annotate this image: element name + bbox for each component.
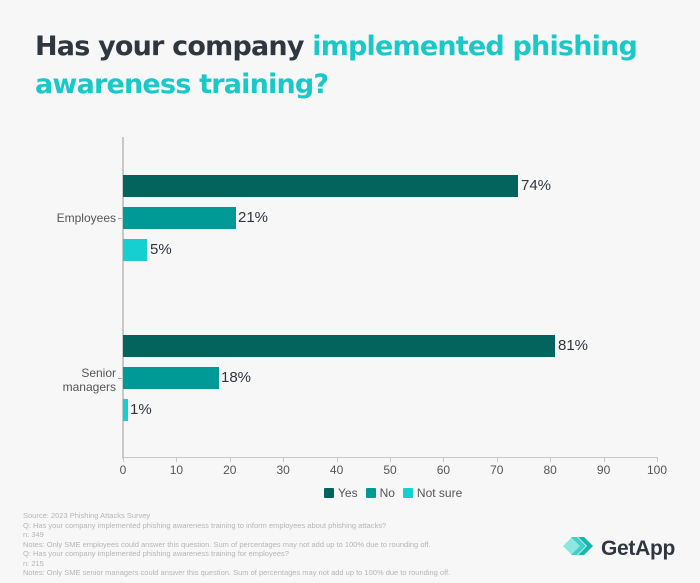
x-axis-tick-label: 20: [223, 463, 237, 477]
bar-employees-not-sure: [123, 239, 147, 261]
x-axis-tick: [657, 458, 658, 462]
legend-label-not-sure: Not sure: [416, 486, 463, 500]
x-axis-tick: [390, 458, 391, 462]
legend-item-not-sure: Not sure: [402, 486, 463, 500]
x-axis-tick: [443, 458, 445, 462]
bar-employees-no: [123, 207, 236, 229]
note-line: n: 349: [23, 530, 44, 539]
legend-label-no: No: [379, 486, 395, 500]
getapp-logo: GetApp: [563, 536, 675, 561]
x-axis-tick: [283, 458, 285, 462]
x-axis-tick-label: 30: [276, 463, 290, 477]
x-axis-tick: [496, 458, 498, 462]
x-axis-tick-label: 0: [119, 463, 127, 477]
value-label-senior-no: 18%: [221, 369, 252, 386]
x-axis-tick-label: 10: [169, 463, 184, 477]
category-tick: [118, 218, 122, 219]
legend-item-no: No: [365, 486, 395, 500]
x-axis-tick: [550, 458, 552, 462]
x-axis-tick-label: 50: [383, 463, 397, 477]
category-label-line: managers: [62, 380, 116, 394]
value-label-senior-not-sure: 1%: [130, 401, 152, 418]
note-line: Q: Has your company implemented phishing…: [23, 520, 387, 530]
x-axis-tick: [176, 458, 178, 462]
x-axis-tick-label: 90: [596, 463, 611, 477]
value-label-employees-yes: 74%: [521, 177, 552, 194]
bar-chart: 0 10 20 30 40 50 60 70 80 90 100 Employees 74% 21%…: [16, 137, 668, 500]
source-notes: Source: 2023 Phishing Attacks Survey Q: …: [23, 511, 450, 578]
note-line: Notes: Only SME senior managers could an…: [23, 568, 451, 577]
x-axis-tick: [229, 458, 231, 462]
x-axis-tick-label: 80: [543, 463, 557, 477]
category-tick: [118, 378, 122, 379]
y-axis-line: [122, 137, 124, 459]
x-axis-tick: [123, 458, 124, 462]
bar-senior-yes: [123, 335, 555, 357]
bar-senior-not-sure: [123, 399, 128, 421]
note-line: Q: Has your company implemented phishing…: [23, 549, 289, 558]
x-axis-tick-label: 60: [436, 463, 451, 477]
value-label-employees-not-sure: 5%: [150, 241, 172, 258]
value-label-employees-no: 21%: [238, 209, 269, 226]
category-label-employees: Employees: [56, 211, 116, 225]
getapp-chevrons-icon: [563, 536, 597, 561]
x-axis-tick-label: 100: [646, 463, 668, 477]
bar-employees-yes: [123, 175, 518, 197]
category-label-line: Senior: [81, 366, 116, 380]
x-axis-tick: [603, 458, 605, 462]
getapp-wordmark: GetApp: [601, 536, 676, 560]
legend-item-yes: Yes: [324, 486, 358, 500]
x-axis-tick: [336, 458, 338, 462]
chart-title: Has your company implemented phishing aw…: [35, 28, 675, 104]
chart-legend: Yes No Not sure: [324, 486, 470, 500]
legend-swatch-no: [365, 488, 376, 498]
category-label-senior-managers: Senior managers: [16, 366, 116, 394]
bar-senior-no: [123, 367, 219, 389]
x-axis-line: [122, 457, 658, 458]
legend-swatch-yes: [324, 488, 334, 498]
legend-swatch-not-sure: [402, 488, 413, 498]
x-axis-tick-label: 40: [329, 463, 344, 477]
value-label-senior-yes: 81%: [558, 337, 589, 354]
chart-title-dark: Has your company: [35, 31, 313, 62]
legend-label-yes: Yes: [338, 486, 358, 500]
x-axis-tick-label: 70: [490, 463, 504, 477]
note-line: Notes: Only SME employees could answer t…: [23, 539, 431, 549]
note-line: n: 215: [23, 558, 44, 568]
chart-title-accent: implemented phishing awareness training?: [35, 31, 638, 100]
note-line: Source: 2023 Phishing Attacks Survey: [23, 511, 151, 520]
